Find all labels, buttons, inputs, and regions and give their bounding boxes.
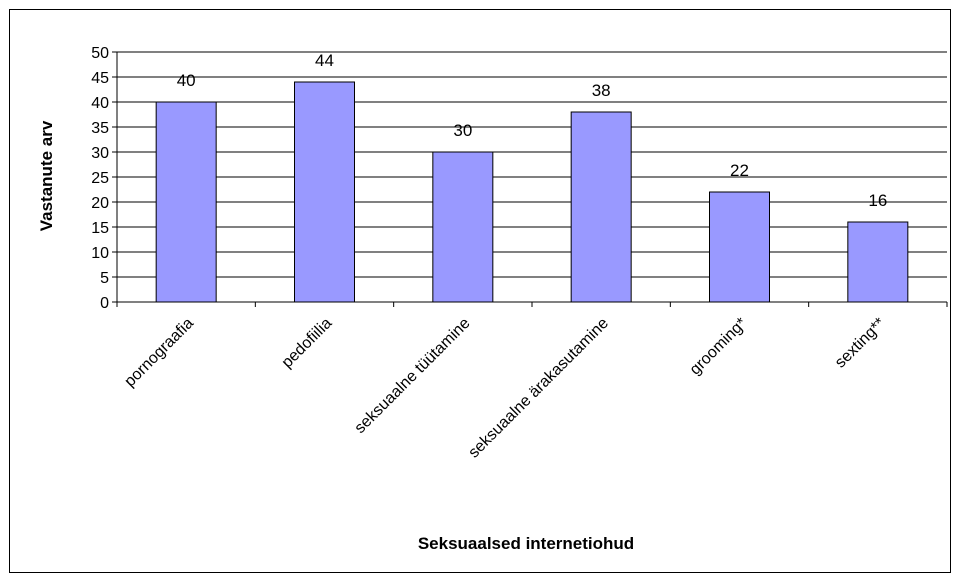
bar-grooming- (709, 191, 770, 303)
bar-sexting- (847, 221, 909, 303)
y-tick-label: 30 (91, 145, 109, 162)
bar-seksuaalne-rakasutamine (570, 111, 632, 303)
gridlines (117, 51, 947, 278)
y-tick-label: 25 (91, 170, 109, 187)
category-label: sexting** (832, 315, 889, 372)
bars (155, 81, 909, 303)
data-label: 44 (315, 51, 334, 70)
category-label: grooming* (687, 315, 751, 379)
x-axis-title: Seksuaalsed internetiohud (418, 534, 634, 553)
bar-pornograafia (155, 101, 217, 303)
y-tick-label: 0 (100, 295, 109, 312)
bar-pedofiilia (294, 81, 355, 303)
y-tick-label: 45 (91, 70, 109, 87)
data-label: 38 (592, 81, 611, 100)
y-axis-title: Vastanute arv (37, 120, 56, 231)
data-label: 16 (868, 191, 887, 210)
category-label: pedofiilia (279, 315, 336, 372)
y-tick-label: 50 (91, 45, 109, 62)
category-label: seksuaalne ärakasutamine (465, 315, 612, 462)
bar-seksuaalne-t-tamine (432, 151, 494, 303)
data-label: 40 (177, 71, 196, 90)
y-tick-label: 40 (91, 95, 109, 112)
data-label: 22 (730, 161, 749, 180)
y-tick-label: 35 (91, 120, 109, 137)
data-label: 30 (453, 121, 472, 140)
data-labels: 40 44 30 38 22 16 (177, 51, 888, 210)
category-labels: pornograafia pedofiilia seksuaalne tüütami… (121, 315, 888, 462)
y-tick-label: 20 (91, 195, 109, 212)
y-tick-label: 5 (100, 270, 109, 287)
y-tick-label: 15 (91, 220, 109, 237)
axes (112, 51, 948, 307)
y-tick-labels: 0 5 10 15 20 25 30 35 40 45 50 (91, 45, 109, 312)
category-label: pornograafia (121, 315, 197, 391)
category-label: seksuaalne tüütamine (352, 315, 474, 437)
y-tick-label: 10 (91, 245, 109, 262)
